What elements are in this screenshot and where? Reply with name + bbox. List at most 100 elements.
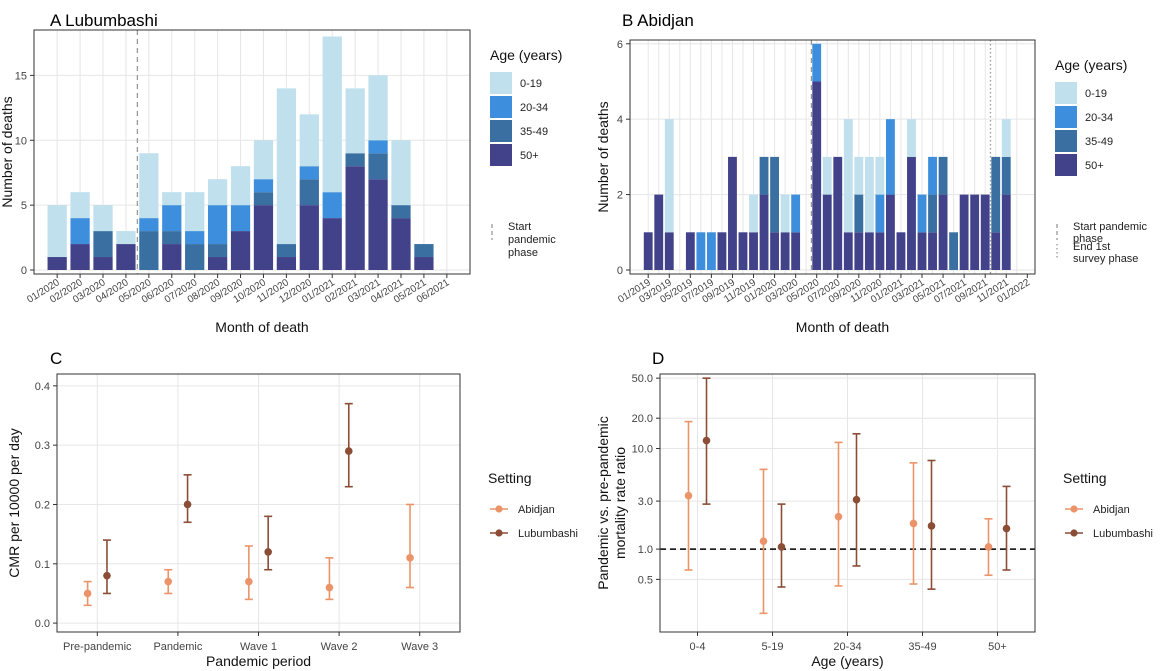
bar-segment [770,232,780,270]
bar-segment [207,244,228,258]
legend-label: 0-19 [520,78,542,90]
data-point [344,447,353,455]
legend-key-point [1070,529,1078,537]
bar-segment [322,192,342,219]
x-axis-title: Age (years) [811,653,883,669]
panel-C: C 0.0 0.1 0.2 0.3 0.4 Pre-pandemic Pandemic Wave… [6,349,578,669]
bar-segment [907,156,916,270]
bar-segment [368,153,388,180]
bar-segment [322,218,342,270]
bar-segment [654,194,664,270]
bar-segment [162,205,182,232]
bar-segment [276,88,297,245]
bar-segment [230,166,251,206]
legend-swatch [1055,154,1077,176]
bar-segment [822,156,832,195]
bar-segment [93,205,113,232]
bar-segment [875,194,885,233]
bar-segment [185,231,205,245]
legend-label: 50+ [1085,160,1104,172]
bar-segment [759,194,769,270]
legend-key-point [495,505,503,513]
bar-segment [959,194,969,270]
bar-segment [696,232,706,270]
y-tick-label: 1.0 [638,544,653,556]
legend-swatch [1055,106,1077,128]
bar-segment [322,36,342,193]
data-point [852,495,861,504]
y-tick-label: 0.1 [35,559,50,571]
panel-A: A Lubumbashi05101501/202002/202003/20200… [0,11,562,335]
bar-segment [875,156,885,195]
y-tick-label: 5 [21,200,27,212]
bar-segment [162,244,182,270]
legend-label: Abidjan [518,504,555,516]
y-tick-label: 0 [21,265,27,277]
bar-segment [139,153,159,219]
bar-segment [822,194,832,270]
bar-segment [938,156,948,195]
line-legend-label: End 1st survey phase [1073,241,1138,265]
bar-segment [1001,194,1011,270]
legend-label: 50+ [520,150,539,162]
data-point [103,571,111,580]
bar-segment [991,232,1001,270]
bar-segment [299,114,319,167]
legend-label: Lubumbashi [518,528,578,540]
bar-segment [864,232,874,270]
bar-segment [685,232,695,270]
bar-segment [391,218,411,270]
bar-segment [368,140,388,154]
panel-title: C [50,349,62,368]
bar-segment [391,140,411,206]
bar-segment [207,257,228,270]
x-tick-label: 50+ [988,641,1007,653]
legend-label: 35-49 [1085,136,1113,148]
bar-segment [299,166,319,180]
bar-segment [970,194,980,270]
bar-segment [276,244,297,258]
x-tick-label: Wave 3 [401,641,438,653]
bar-segment [391,205,411,219]
bar-segment [253,192,274,206]
bar-segment [928,232,937,270]
legend-label: 20-34 [1085,112,1113,124]
bar-segment [116,231,136,245]
bar-segment [345,166,365,270]
x-axis-title: Month of death [215,319,308,335]
bar-segment [47,257,67,270]
data-point [164,577,173,586]
x-tick-label: Wave 2 [321,641,358,653]
legend-key-point [495,529,503,537]
y-tick-label: 0.5 [638,574,653,586]
bar-segment [949,232,959,270]
panel-D: D 0.5 1.0 3.0 10.0 20.0 50.0 0-4 5-19 20-34 35-49 5… [595,349,1153,669]
bar-segment [414,244,434,258]
bar-segment [875,232,885,270]
x-tick-label: 35-49 [908,641,936,653]
legend-swatch [490,72,512,94]
bar-segment [885,119,895,195]
bar-segment [139,218,159,232]
bar-segment [854,156,864,195]
legend-swatch [1055,130,1077,152]
bar-segment [185,244,205,270]
bar-segment [47,205,67,258]
bar-segment [93,257,113,270]
bar-segment [345,153,365,167]
y-tick-label: 0 [617,265,623,277]
bar-segment [885,194,895,270]
panel-title: B Abidjan [622,11,694,30]
bar-segment [162,192,182,206]
bar-segment [345,88,365,154]
data-point [984,543,993,551]
bar-segment [207,205,228,245]
bar-segment [1001,156,1011,195]
label-line: mortality rate ratio [612,447,628,559]
bar-segment [728,156,737,270]
x-axis-title: Pandemic period [206,653,311,669]
bar-segment [759,156,769,195]
legend-swatch [490,96,512,118]
bar-segment [780,194,790,233]
data-point [909,519,918,528]
